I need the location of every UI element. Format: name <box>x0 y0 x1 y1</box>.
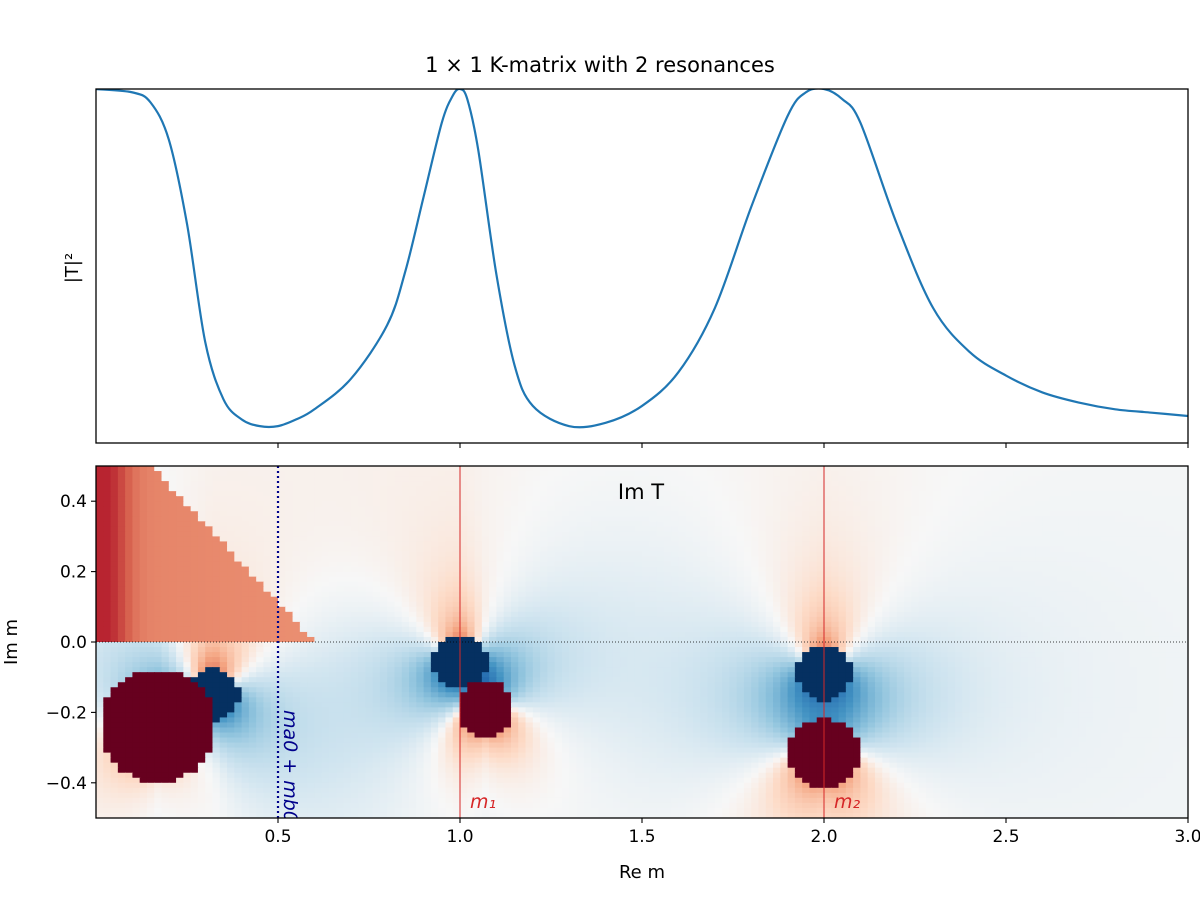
series-line-t-squared <box>96 89 1188 429</box>
y-tick-label: −0.2 <box>46 703 87 723</box>
x-tick-label: 1.5 <box>628 827 655 847</box>
x-tick-label: 1.0 <box>446 827 473 847</box>
y-tick-label: 0.0 <box>60 633 87 653</box>
resonance-label-1: m₁ <box>470 791 496 813</box>
top-panel: 1 × 1 K-matrix with 2 resonances |T|² <box>62 53 1189 448</box>
y-tick-label: 0.4 <box>60 492 87 512</box>
y-axis-label: Im m <box>1 619 22 665</box>
y-tick-label: −0.4 <box>46 774 87 794</box>
x-axis-label: Re m <box>619 862 665 883</box>
y-tick-label: 0.2 <box>60 563 87 583</box>
top-chart-title: 1 × 1 K-matrix with 2 resonances <box>425 53 775 77</box>
x-tick-label: 2.5 <box>992 827 1019 847</box>
x-tick-label: 0.5 <box>264 827 291 847</box>
heatmap-grid <box>96 466 1188 818</box>
top-y-axis-label: |T|² <box>62 253 83 283</box>
resonance-label-2: m₂ <box>834 791 861 813</box>
x-tick-label: 3.0 <box>1174 827 1200 847</box>
heatmap-title: Im T <box>618 480 664 504</box>
bottom-panel: m₁ m₂ ma0 + mb0 0.5 1.0 1.5 2.0 2.5 3.0 −0.4 −0.2… <box>1 465 1200 883</box>
threshold-label: ma0 + mb0 <box>279 710 301 823</box>
x-tick-label: 2.0 <box>810 827 837 847</box>
top-axes-frame <box>95 88 1189 444</box>
